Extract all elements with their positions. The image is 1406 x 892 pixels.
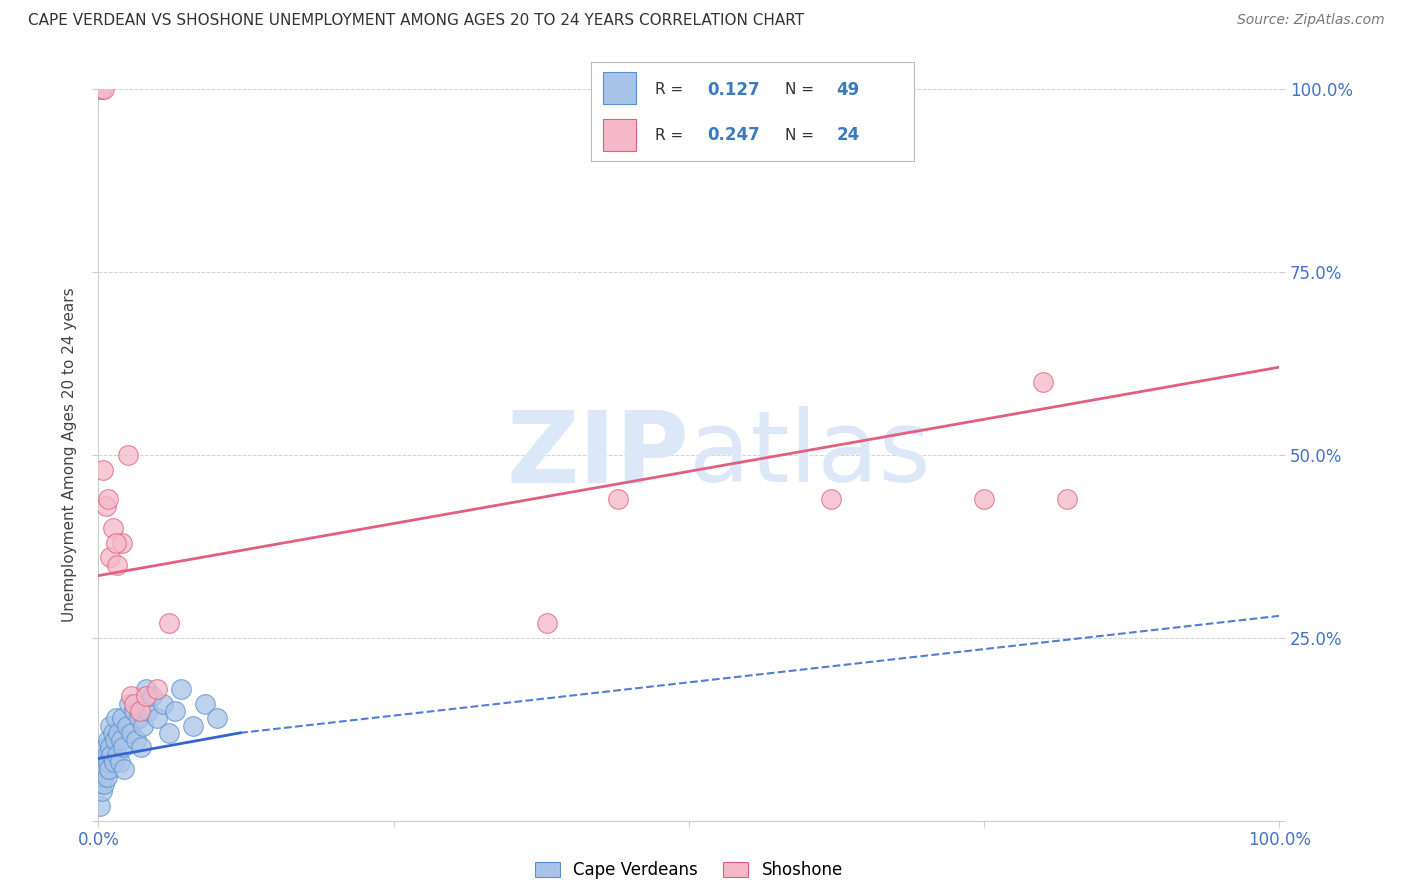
Text: N =: N =	[785, 82, 814, 97]
Text: 49: 49	[837, 81, 859, 99]
Point	[101, 726, 124, 740]
Point	[97, 491, 120, 506]
Point	[108, 755, 131, 769]
Text: N =: N =	[785, 128, 814, 143]
Point	[112, 763, 135, 777]
Point	[607, 491, 630, 506]
Text: 0.127: 0.127	[707, 81, 759, 99]
Point	[117, 448, 139, 462]
Point	[205, 711, 228, 725]
Point	[98, 740, 121, 755]
Point	[152, 697, 174, 711]
Point	[90, 82, 112, 96]
Point	[91, 770, 114, 784]
Point	[98, 763, 121, 777]
Point	[820, 491, 842, 506]
Point	[973, 491, 995, 506]
Point	[93, 82, 115, 96]
Text: 24: 24	[837, 126, 859, 144]
Point	[94, 763, 117, 777]
Point	[90, 777, 112, 791]
Point	[96, 747, 118, 762]
Point	[121, 690, 143, 704]
Point	[105, 747, 128, 762]
Point	[1056, 491, 1078, 506]
Text: R =: R =	[655, 82, 683, 97]
Point	[90, 755, 112, 769]
FancyBboxPatch shape	[603, 120, 636, 151]
Point	[118, 697, 141, 711]
Point	[115, 718, 138, 732]
Point	[91, 763, 114, 777]
Point	[128, 704, 150, 718]
Text: atlas: atlas	[689, 407, 931, 503]
Point	[536, 616, 558, 631]
Text: 0.247: 0.247	[707, 126, 759, 144]
Point	[129, 740, 152, 755]
Point	[170, 681, 193, 696]
Point	[136, 704, 159, 718]
Point	[110, 733, 132, 747]
Point	[165, 704, 187, 718]
Point	[91, 784, 114, 798]
Point	[132, 718, 155, 732]
Point	[181, 718, 204, 732]
Point	[91, 82, 114, 96]
Text: Source: ZipAtlas.com: Source: ZipAtlas.com	[1237, 13, 1385, 28]
Point	[103, 755, 125, 769]
Point	[125, 733, 148, 747]
FancyBboxPatch shape	[603, 72, 636, 103]
Point	[91, 747, 114, 762]
Point	[94, 740, 117, 755]
Point	[128, 711, 150, 725]
Point	[97, 755, 120, 769]
Point	[97, 733, 120, 747]
Point	[101, 521, 124, 535]
Point	[121, 726, 143, 740]
Point	[104, 733, 127, 747]
Point	[91, 462, 114, 476]
Point	[122, 704, 145, 718]
Point	[135, 681, 157, 696]
Point	[141, 690, 163, 704]
Text: CAPE VERDEAN VS SHOSHONE UNEMPLOYMENT AMONG AGES 20 TO 24 YEARS CORRELATION CHAR: CAPE VERDEAN VS SHOSHONE UNEMPLOYMENT AM…	[28, 13, 804, 29]
Point	[93, 755, 115, 769]
Y-axis label: Unemployment Among Ages 20 to 24 years: Unemployment Among Ages 20 to 24 years	[62, 287, 77, 623]
Point	[135, 690, 157, 704]
Point	[194, 697, 217, 711]
Point	[98, 550, 121, 565]
Point	[105, 558, 128, 572]
Text: ZIP: ZIP	[506, 407, 689, 503]
Point	[157, 616, 180, 631]
Text: R =: R =	[655, 128, 683, 143]
Point	[105, 711, 128, 725]
Point	[122, 697, 145, 711]
Point	[146, 711, 169, 725]
Point	[94, 499, 117, 513]
Point	[93, 777, 115, 791]
Point	[100, 747, 122, 762]
Point	[1032, 375, 1054, 389]
Point	[112, 740, 135, 755]
Point	[98, 718, 121, 732]
Point	[89, 799, 111, 814]
Point	[111, 711, 134, 725]
Point	[157, 726, 180, 740]
Point	[146, 681, 169, 696]
Point	[105, 535, 128, 549]
Legend: Cape Verdeans, Shoshone: Cape Verdeans, Shoshone	[529, 855, 849, 886]
Point	[107, 726, 129, 740]
Point	[111, 535, 134, 549]
Point	[96, 770, 118, 784]
